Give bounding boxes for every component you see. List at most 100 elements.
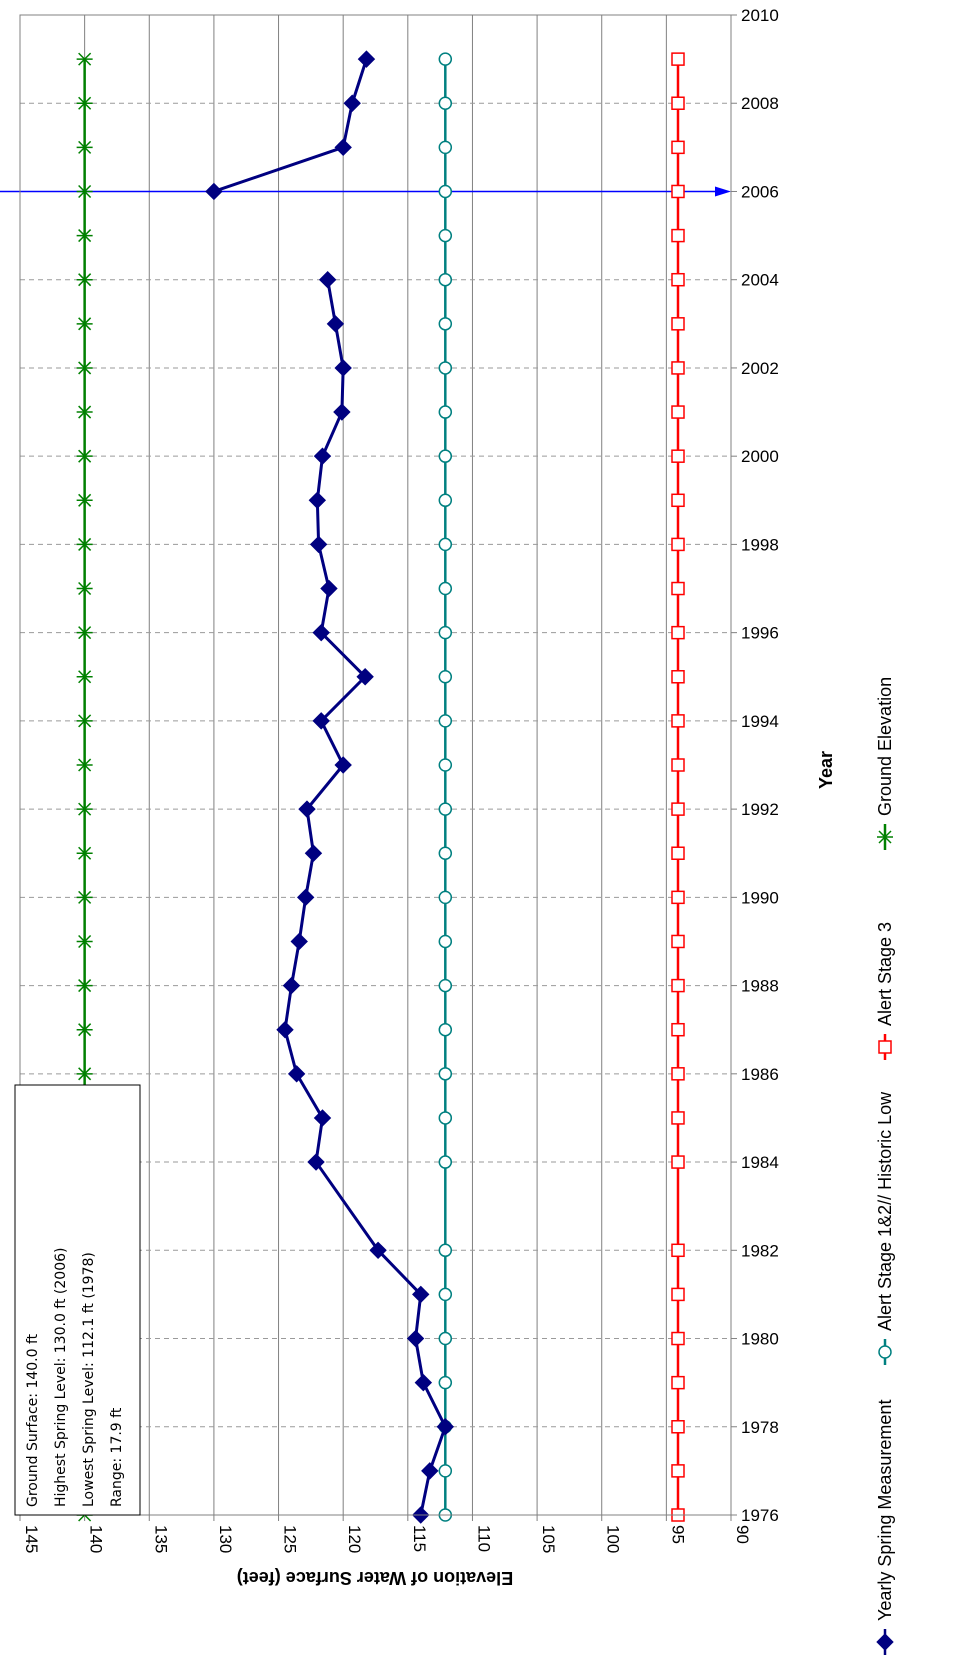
elevation-tick-label: 145 bbox=[22, 1525, 41, 1553]
data-point-alert-stage-3 bbox=[671, 890, 685, 905]
data-point-alert-stage-3 bbox=[671, 1464, 685, 1478]
data-point-ground-elevation bbox=[76, 96, 93, 110]
data-point-yearly-spring-measurement bbox=[320, 579, 338, 598]
data-point-yearly-spring-measurement bbox=[287, 1065, 306, 1083]
year-tick-label: 2000 bbox=[741, 447, 779, 466]
elevation-tick-label: 90 bbox=[733, 1525, 752, 1544]
data-point-alert-stage-1-2-historic-low bbox=[438, 140, 453, 155]
elevation-tick-label: 120 bbox=[345, 1525, 364, 1553]
data-point-alert-stage-3 bbox=[671, 405, 685, 419]
data-point-yearly-spring-measurement bbox=[282, 976, 301, 995]
data-point-yearly-spring-measurement bbox=[304, 844, 323, 862]
data-point-alert-stage-1-2-historic-low bbox=[438, 272, 453, 287]
data-point-yearly-spring-measurement bbox=[309, 535, 328, 554]
data-point-alert-stage-3 bbox=[671, 52, 685, 66]
data-point-alert-stage-3 bbox=[671, 1375, 685, 1390]
data-point-ground-elevation bbox=[76, 1067, 93, 1081]
elevation-tick-label: 140 bbox=[87, 1525, 106, 1553]
summary-note-box: Ground Surface: 140.0 ft Highest Spring … bbox=[14, 1084, 141, 1516]
data-point-alert-stage-3 bbox=[671, 1022, 685, 1037]
elevation-tick-label: 95 bbox=[668, 1525, 687, 1544]
year-tick-label: 1992 bbox=[741, 800, 779, 819]
year-tick-label: 2002 bbox=[741, 359, 779, 378]
data-point-alert-stage-1-2-historic-low bbox=[438, 405, 453, 419]
year-tick-label: 1998 bbox=[741, 535, 779, 554]
data-point-alert-stage-1-2-historic-low bbox=[438, 1331, 453, 1346]
data-point-yearly-spring-measurement bbox=[343, 94, 361, 112]
data-point-alert-stage-3 bbox=[671, 581, 685, 596]
year-tick-label: 2004 bbox=[741, 271, 779, 290]
data-point-yearly-spring-measurement bbox=[333, 403, 351, 421]
year-tick-label: 1996 bbox=[741, 624, 779, 643]
data-point-alert-stage-1-2-historic-low bbox=[438, 758, 453, 772]
x-axis-title: Year bbox=[816, 751, 836, 789]
data-point-ground-elevation bbox=[76, 52, 93, 66]
year-tick-label: 2008 bbox=[741, 94, 779, 113]
data-point-yearly-spring-measurement bbox=[313, 447, 332, 465]
legend-entry-alert-stage-3: Alert Stage 3 bbox=[875, 922, 895, 1060]
data-point-alert-stage-3 bbox=[671, 625, 685, 640]
elevation-tick-label: 135 bbox=[151, 1525, 170, 1553]
legend-entry-ground-elevation: Ground Elevation bbox=[875, 677, 895, 850]
data-point-ground-elevation bbox=[76, 1023, 93, 1037]
data-point-yearly-spring-measurement bbox=[312, 623, 330, 642]
series-alert-stage-3 bbox=[671, 52, 685, 1522]
data-point-yearly-spring-measurement bbox=[205, 182, 223, 201]
data-point-alert-stage-1-2-historic-low bbox=[438, 1067, 453, 1081]
note-line-range: Range: 17.9 ft bbox=[109, 1407, 125, 1507]
data-point-alert-stage-3 bbox=[671, 670, 685, 684]
year-tick-label: 1986 bbox=[741, 1065, 779, 1084]
data-point-yearly-spring-measurement bbox=[356, 668, 374, 686]
data-point-yearly-spring-measurement bbox=[313, 1109, 332, 1127]
plot-area-frame bbox=[19, 14, 732, 1516]
data-point-alert-stage-1-2-historic-low bbox=[438, 1287, 453, 1302]
data-point-yearly-spring-measurement bbox=[290, 932, 308, 951]
data-point-alert-stage-1-2-historic-low bbox=[438, 52, 453, 66]
series-alert-stage-1-2-historic-low bbox=[438, 52, 453, 1522]
legend-entry-alert-stage-1-2-historic-low: Alert Stage 1&2// Historic Low bbox=[875, 1091, 895, 1365]
data-point-alert-stage-1-2-historic-low bbox=[438, 670, 453, 684]
elevation-tick-label: 110 bbox=[474, 1525, 493, 1552]
data-point-alert-stage-3 bbox=[671, 758, 685, 772]
data-point-alert-stage-1-2-historic-low bbox=[438, 625, 453, 640]
data-point-yearly-spring-measurement bbox=[334, 756, 352, 774]
year-tick-labels: 1976 1978 1980 1982 1984 1986 1988 1990 1992 1994… bbox=[731, 6, 779, 1525]
data-point-alert-stage-1-2-historic-low bbox=[438, 1243, 453, 1258]
data-point-ground-elevation bbox=[76, 361, 93, 375]
note-line-highest-level: Highest Spring Level: 130.0 ft (2006) bbox=[53, 1248, 69, 1507]
annotation-arrow-head bbox=[715, 186, 731, 197]
data-point-alert-stage-1-2-historic-low bbox=[438, 581, 453, 596]
data-point-alert-stage-3 bbox=[671, 272, 685, 287]
data-point-ground-elevation bbox=[76, 626, 93, 640]
data-point-alert-stage-1-2-historic-low bbox=[438, 890, 453, 905]
series-line-yearly-spring-measurement bbox=[213, 58, 368, 193]
data-point-ground-elevation bbox=[76, 890, 93, 904]
data-point-yearly-spring-measurement bbox=[436, 1418, 455, 1436]
year-tick-label: 2006 bbox=[741, 182, 779, 201]
data-point-ground-elevation bbox=[76, 405, 93, 419]
data-point-ground-elevation bbox=[76, 758, 93, 772]
data-point-ground-elevation bbox=[76, 537, 93, 551]
data-point-alert-stage-3 bbox=[671, 361, 685, 375]
note-line-lowest-level: Lowest Spring Level: 112.1 ft (1978) bbox=[81, 1252, 97, 1507]
elevation-tick-label: 115 bbox=[410, 1525, 429, 1552]
legend-label: Alert Stage 1&2// Historic Low bbox=[875, 1091, 895, 1331]
series-line-yearly-spring-measurement bbox=[283, 279, 447, 1516]
legend-label: Ground Elevation bbox=[875, 677, 895, 816]
legend-swatch-marker bbox=[878, 1345, 892, 1359]
data-point-ground-elevation bbox=[76, 846, 93, 860]
data-point-yearly-spring-measurement bbox=[318, 270, 337, 289]
data-point-ground-elevation bbox=[76, 449, 93, 463]
year-tick-label: 1980 bbox=[741, 1330, 779, 1349]
data-point-alert-stage-1-2-historic-low bbox=[438, 493, 453, 508]
data-point-alert-stage-1-2-historic-low bbox=[438, 1464, 453, 1478]
data-point-alert-stage-3 bbox=[671, 537, 685, 552]
data-point-alert-stage-1-2-historic-low bbox=[438, 978, 453, 993]
data-point-yearly-spring-measurement bbox=[414, 1373, 433, 1392]
data-point-alert-stage-1-2-historic-low bbox=[438, 1111, 453, 1125]
data-point-alert-stage-3 bbox=[671, 449, 685, 463]
note-line-ground-surface: Ground Surface: 140.0 ft bbox=[25, 1333, 41, 1507]
data-point-alert-stage-1-2-historic-low bbox=[438, 184, 453, 199]
data-point-alert-stage-3 bbox=[671, 140, 685, 155]
